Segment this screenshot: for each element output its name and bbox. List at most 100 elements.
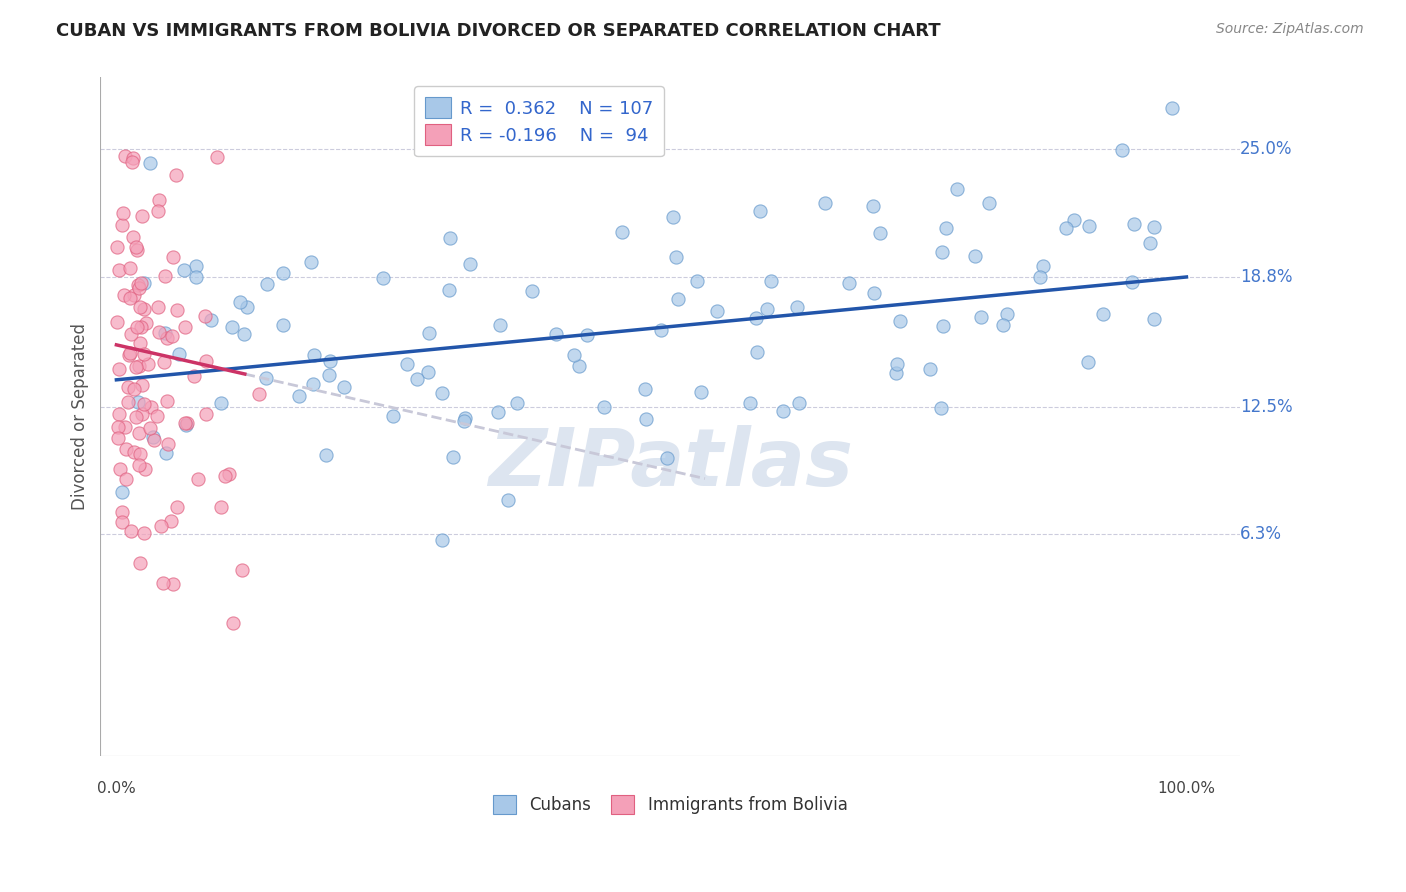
Point [162, 577, 184, 591]
Point [166, 303, 188, 318]
Point [155, 445, 177, 459]
Point [489, 318, 512, 333]
Point [173, 319, 195, 334]
Point [128, 458, 150, 472]
Point [373, 270, 395, 285]
Point [931, 245, 953, 260]
Point [108, 263, 131, 277]
Point [111, 515, 134, 529]
Point [945, 182, 967, 196]
Point [183, 368, 205, 383]
Point [209, 395, 232, 409]
Point [406, 372, 429, 386]
Text: 18.8%: 18.8% [1240, 268, 1292, 286]
Point [108, 361, 131, 376]
Point [115, 471, 138, 485]
Point [205, 150, 228, 164]
Point [139, 420, 162, 434]
Point [131, 276, 153, 290]
Point [1063, 212, 1085, 227]
Point [1121, 275, 1143, 289]
Point [156, 331, 179, 345]
Point [506, 396, 529, 410]
Point [125, 243, 148, 257]
Point [135, 316, 157, 330]
Point [111, 484, 134, 499]
Point [143, 433, 166, 447]
Point [1161, 101, 1184, 115]
Point [121, 151, 143, 165]
Point [920, 362, 942, 376]
Text: 12.5%: 12.5% [1240, 398, 1292, 416]
Point [886, 357, 908, 371]
Point [129, 320, 152, 334]
Point [184, 270, 207, 285]
Point [430, 533, 453, 548]
Text: ZIPatlas: ZIPatlas [488, 425, 852, 503]
Point [111, 505, 134, 519]
Point [148, 194, 170, 208]
Point [160, 514, 183, 528]
Point [131, 377, 153, 392]
Point [1029, 270, 1052, 285]
Point [221, 319, 243, 334]
Point [931, 401, 953, 415]
Point [162, 250, 184, 264]
Point [145, 409, 167, 423]
Point [114, 149, 136, 163]
Point [195, 354, 218, 368]
Point [1143, 220, 1166, 235]
Point [610, 225, 633, 239]
Point [706, 303, 728, 318]
Point [120, 345, 142, 359]
Point [148, 300, 170, 314]
Point [121, 154, 143, 169]
Point [395, 358, 418, 372]
Point [302, 348, 325, 362]
Point [995, 307, 1018, 321]
Point [128, 281, 150, 295]
Point [486, 405, 509, 419]
Point [132, 525, 155, 540]
Point [107, 315, 129, 329]
Point [124, 288, 146, 302]
Point [118, 348, 141, 362]
Point [125, 240, 148, 254]
Point [498, 493, 520, 508]
Point [166, 500, 188, 514]
Point [634, 383, 657, 397]
Text: 100.0%: 100.0% [1157, 780, 1215, 796]
Point [134, 301, 156, 316]
Point [665, 251, 688, 265]
Point [416, 366, 439, 380]
Point [107, 431, 129, 445]
Point [134, 462, 156, 476]
Point [740, 395, 762, 409]
Point [786, 300, 808, 314]
Point [748, 203, 770, 218]
Point [301, 376, 323, 391]
Point [122, 445, 145, 459]
Point [186, 259, 208, 273]
Point [522, 285, 544, 299]
Point [146, 204, 169, 219]
Point [662, 211, 685, 225]
Point [1077, 355, 1099, 369]
Point [970, 310, 993, 324]
Point [111, 218, 134, 232]
Point [150, 519, 173, 533]
Point [759, 275, 782, 289]
Point [134, 346, 156, 360]
Point [122, 382, 145, 396]
Point [755, 302, 778, 317]
Point [127, 319, 149, 334]
Point [441, 450, 464, 465]
Point [332, 380, 354, 394]
Point [128, 426, 150, 441]
Point [165, 168, 187, 182]
Point [886, 366, 908, 380]
Point [127, 278, 149, 293]
Point [993, 318, 1015, 332]
Point [118, 260, 141, 275]
Point [1091, 307, 1114, 321]
